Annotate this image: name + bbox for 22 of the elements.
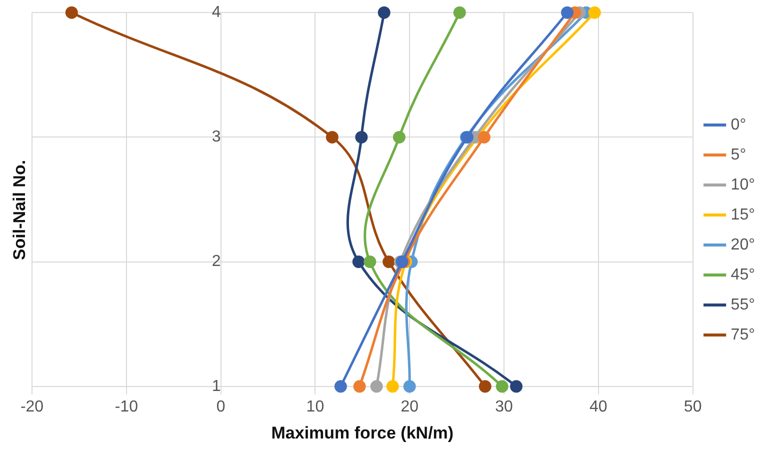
legend-label: 10° [730,176,756,194]
legend-label: 55° [730,296,756,314]
x-tick-label: 0 [216,398,226,416]
x-tick-label: 10 [306,398,324,416]
legend-label: 0° [730,116,746,134]
y-tick-label: 3 [212,128,221,146]
x-tick-label: -20 [20,398,44,416]
x-tick-label: 20 [400,398,419,416]
legend-label: 15° [730,206,756,224]
x-tick-label: 30 [495,398,514,416]
legend-label: 75° [730,326,756,344]
legend-label: 20° [730,236,756,254]
y-axis-title: Soil-Nail No. [10,160,30,260]
y-tick-label: 4 [212,4,221,22]
y-tick-label: 2 [212,253,221,270]
x-tick-label: 40 [590,398,608,416]
legend-label: 45° [730,266,756,284]
y-tick-label: 1 [212,378,221,395]
x-tick-label: -10 [114,398,138,416]
legend-label: 5° [730,146,746,164]
x-tick-label: 50 [684,398,702,416]
x-axis-title: Maximum force (kN/m) [271,423,454,442]
